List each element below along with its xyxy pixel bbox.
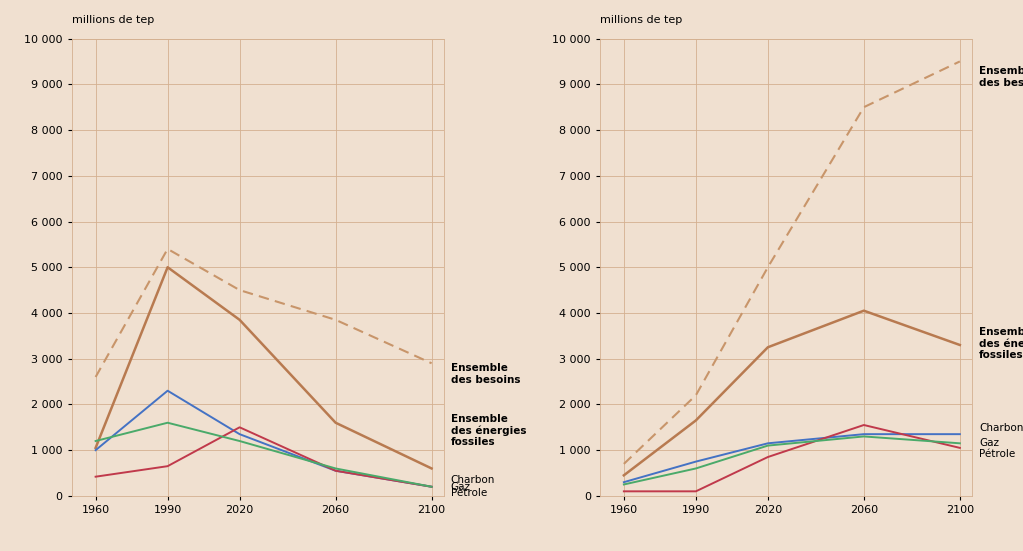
Text: millions de tep: millions de tep xyxy=(599,15,682,25)
Text: Charbon: Charbon xyxy=(979,423,1023,433)
Text: Ensemble
des besoins: Ensemble des besoins xyxy=(451,363,521,385)
Text: millions de tep: millions de tep xyxy=(72,15,153,25)
Text: Charbon: Charbon xyxy=(451,476,495,485)
Text: Gaz: Gaz xyxy=(451,482,471,491)
Text: Ensemble
des énergies
fossiles: Ensemble des énergies fossiles xyxy=(979,327,1023,360)
Text: Pétrole: Pétrole xyxy=(979,449,1015,459)
Text: Gaz: Gaz xyxy=(979,438,999,449)
Text: Pétrole: Pétrole xyxy=(451,488,487,498)
Text: Ensemble
des énergies
fossiles: Ensemble des énergies fossiles xyxy=(451,414,526,447)
Text: Ensemble
des besoins: Ensemble des besoins xyxy=(979,66,1023,88)
